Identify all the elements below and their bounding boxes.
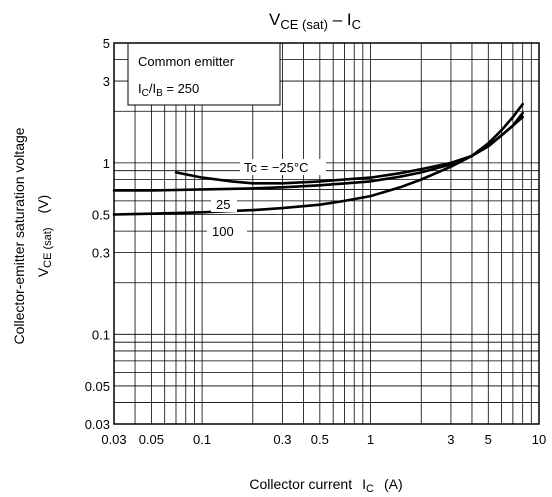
y-tick-label: 0.5 (92, 207, 110, 222)
series-line-tc-minus25 (174, 115, 525, 185)
chart-title: VCE (sat) – IC (269, 10, 361, 32)
x-tick-label: 3 (447, 432, 454, 447)
tick-labels: 0.03 0.05 0.1 0.3 0.5 1 3 5 10 0.03 0.05 0.1 0.3 0.5 1… (85, 36, 547, 447)
curve-label-bg-25 (211, 196, 237, 212)
y-tick-label: 5 (103, 36, 110, 51)
x-tick-label: 0.03 (101, 432, 126, 447)
x-tick-label: 0.5 (311, 432, 329, 447)
y-tick-label: 0.03 (85, 417, 110, 432)
y-tick-label: 0.1 (92, 327, 110, 342)
x-tick-label: 5 (485, 432, 492, 447)
curve-label-bg-100 (207, 223, 247, 239)
plot-frame (113, 42, 540, 425)
condition-box-line2: IC/IB = 250 (138, 81, 199, 99)
y-tick-label: 1 (103, 156, 110, 171)
x-axis-label: Collector current IC (A) (249, 476, 402, 495)
curve-label-tc-minus25: Tc = −25°C (244, 160, 308, 175)
series-line-25 (112, 111, 525, 192)
curve-labels: Tc = −25°C 25 100 (207, 159, 326, 239)
y-tick-label: 3 (103, 74, 110, 89)
y-axis-label: Collector-emitter saturation voltage VCE… (11, 127, 54, 344)
condition-box: Common emitter IC/IB = 250 (127, 42, 281, 106)
y-axis-label-line1: Collector-emitter saturation voltage (11, 127, 27, 344)
curve-label-25: 25 (216, 197, 230, 212)
y-tick-label: 0.3 (92, 246, 110, 261)
grid (114, 43, 539, 424)
curve-label-bg-tc-minus25 (240, 159, 326, 175)
condition-box-line1: Common emitter (138, 54, 235, 69)
curve-label-100: 100 (212, 224, 234, 239)
x-tick-label: 0.3 (273, 432, 291, 447)
x-tick-label: 0.1 (193, 432, 211, 447)
x-tick-label: 0.05 (139, 432, 164, 447)
x-tick-label: 10 (532, 432, 546, 447)
x-tick-label: 1 (367, 432, 374, 447)
y-tick-label: 0.05 (85, 379, 110, 394)
y-axis-label-line2: VCE (sat)(V) (35, 195, 54, 277)
